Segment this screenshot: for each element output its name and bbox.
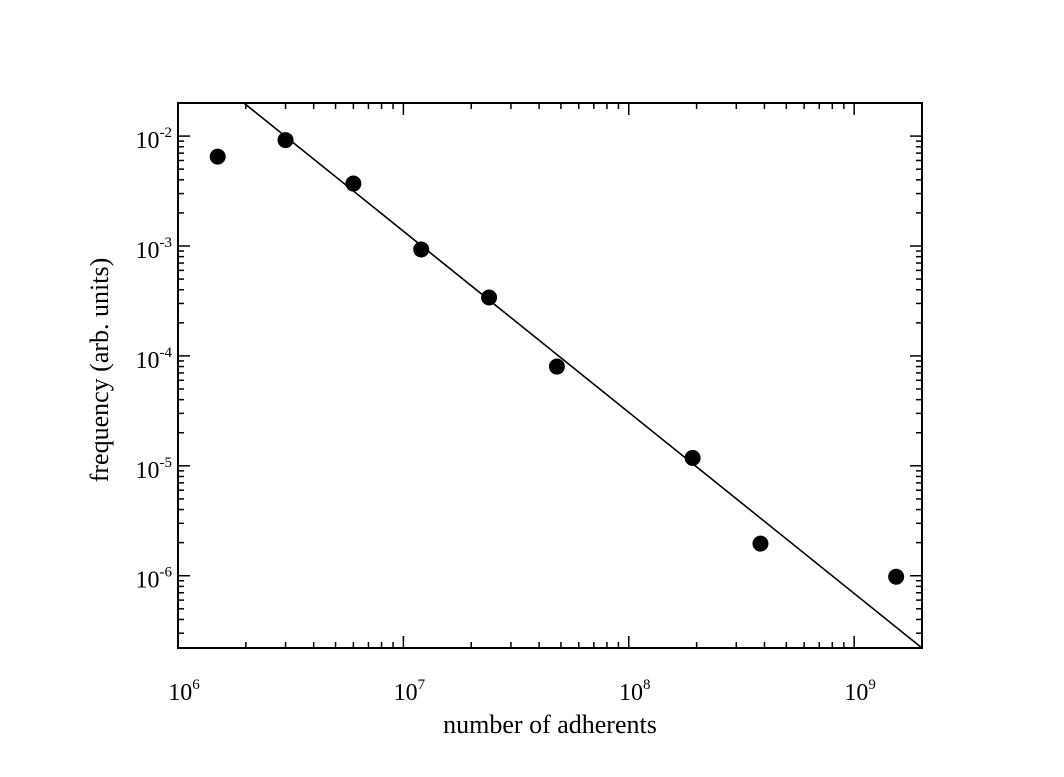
- minor-ticks: [178, 102, 923, 648]
- data-point: [345, 175, 362, 192]
- x-tick-label: 106: [168, 677, 200, 706]
- x-tick-label: 109: [844, 677, 876, 706]
- data-point: [413, 241, 430, 258]
- plot-frame: [177, 102, 923, 649]
- x-axis-title: number of adherents: [443, 710, 657, 739]
- data-point: [684, 449, 701, 466]
- y-tick-label: 10-5: [136, 455, 173, 484]
- fit-line: [243, 102, 923, 649]
- y-axis-title: frequency (arb. units): [85, 258, 114, 483]
- x-tick-labels: 106 107 108 109: [168, 677, 876, 706]
- y-tick-label: 10-4: [136, 345, 173, 374]
- y-tick-label: 10-6: [136, 565, 173, 594]
- data-point: [548, 358, 565, 375]
- data-point: [277, 132, 294, 149]
- data-points: [209, 132, 905, 585]
- y-tick-label: 10-2: [136, 125, 173, 154]
- x-tick-label: 107: [394, 677, 426, 706]
- y-tick-labels: 10-2 10-3 10-4 10-5 10-6: [136, 125, 173, 594]
- data-point: [481, 289, 498, 306]
- y-tick-label: 10-3: [136, 235, 173, 264]
- x-tick-label: 108: [619, 677, 651, 706]
- data-point: [752, 535, 769, 552]
- data-point: [209, 148, 226, 165]
- major-ticks: [177, 103, 922, 648]
- data-point: [888, 568, 905, 585]
- fit-line-group: [243, 102, 923, 649]
